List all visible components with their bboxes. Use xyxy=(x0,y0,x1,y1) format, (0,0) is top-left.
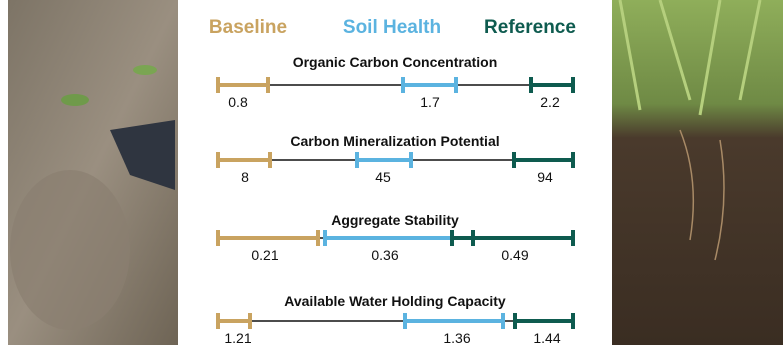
range-label: 1.44 xyxy=(533,330,560,346)
legend-reference: Reference xyxy=(484,17,576,38)
range-label: 0.8 xyxy=(228,94,248,110)
range-label: 94 xyxy=(537,169,553,185)
range-label: 1.7 xyxy=(420,94,440,110)
right-photo xyxy=(612,0,783,345)
indicator-title: Organic Carbon Concentration xyxy=(293,54,498,70)
indicator-title: Available Water Holding Capacity xyxy=(284,293,506,309)
range-label: 0.21 xyxy=(251,247,278,263)
left-photo xyxy=(8,0,178,345)
range-label: 2.2 xyxy=(540,94,560,110)
range-label: 0.36 xyxy=(371,247,398,263)
range-label: 45 xyxy=(375,169,391,185)
range-label: 1.21 xyxy=(224,330,251,346)
range-label: 1.36 xyxy=(443,330,470,346)
indicator-title: Carbon Mineralization Potential xyxy=(290,133,499,149)
legend-baseline: Baseline xyxy=(209,17,287,38)
range-label: 0.49 xyxy=(501,247,528,263)
infographic: Baseline Soil Health Reference Organic C… xyxy=(0,0,783,350)
legend-soil-health: Soil Health xyxy=(343,17,441,38)
range-label: 8 xyxy=(241,169,249,185)
indicator-title: Aggregate Stability xyxy=(331,212,459,228)
